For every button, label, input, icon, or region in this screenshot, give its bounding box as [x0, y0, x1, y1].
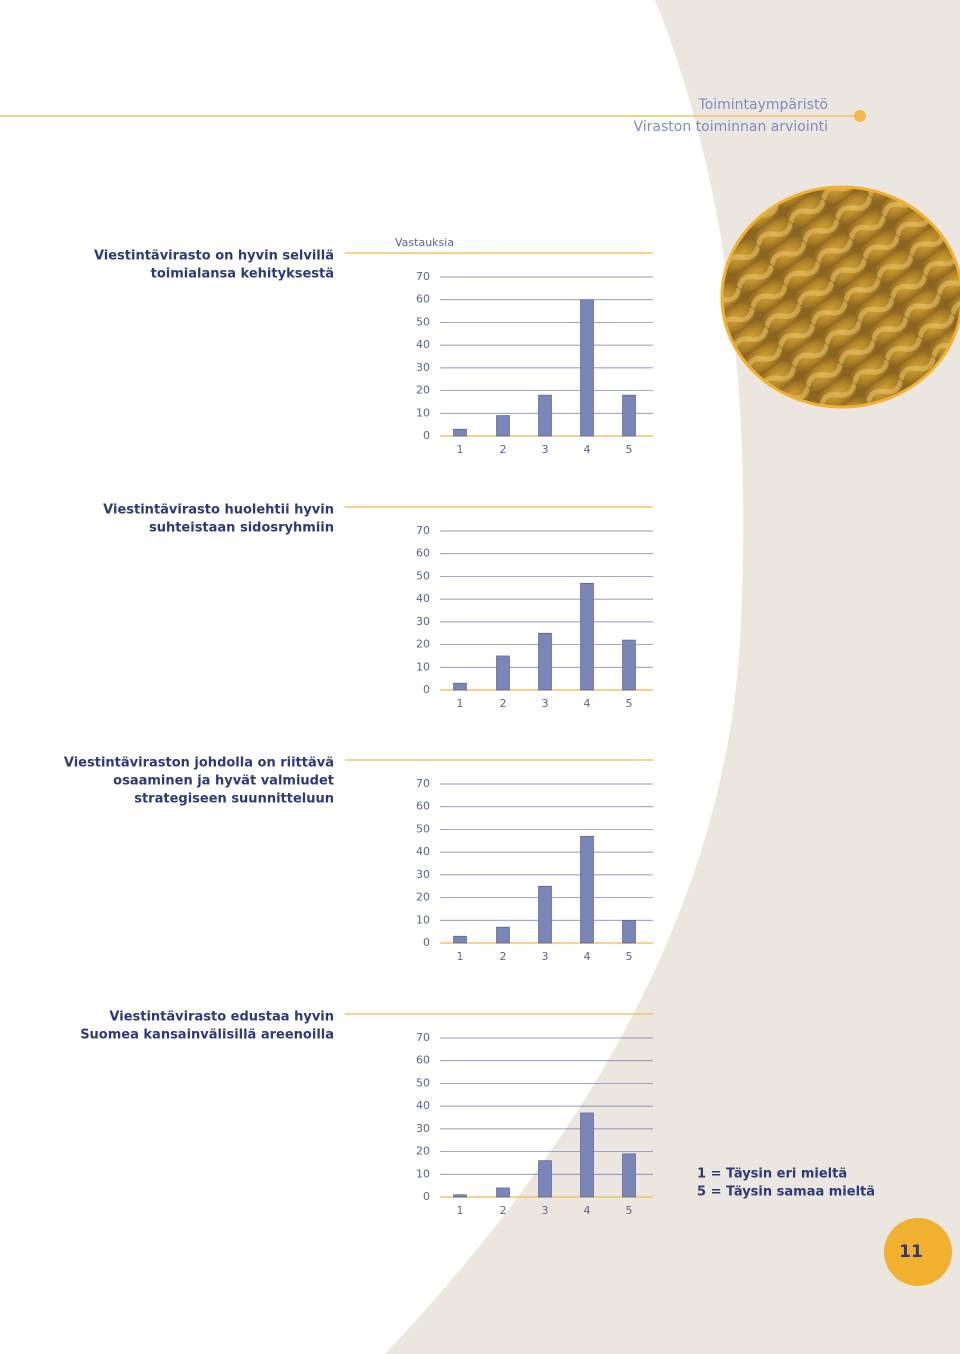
y-tick-label: 20 — [416, 1145, 430, 1158]
x-tick-label: 3 — [542, 443, 549, 456]
chart-title: Viestintävirasto edustaa hyvin — [109, 1010, 334, 1025]
chart-title: Viestintävirasto on hyvin selvillä — [94, 249, 334, 264]
legend-note: 1 = Täysin eri mieltä — [697, 1167, 847, 1182]
x-tick-label: 4 — [584, 443, 591, 456]
chart-title: toimialansa kehityksestä — [151, 267, 334, 282]
y-tick-label: 20 — [416, 891, 430, 904]
bar — [453, 1194, 467, 1198]
chart-title: strategiseen suunnitteluun — [134, 792, 334, 807]
bar — [622, 1153, 636, 1198]
x-tick-label: 5 — [626, 443, 633, 456]
y-tick-label: 30 — [416, 361, 430, 374]
bar — [622, 394, 636, 437]
page-number-badge — [884, 1218, 952, 1286]
y-tick-label: 10 — [416, 1167, 430, 1180]
x-tick-label: 3 — [542, 950, 549, 963]
bar — [538, 1160, 552, 1198]
y-tick-label: 50 — [416, 569, 430, 582]
x-tick-label: 1 — [457, 950, 464, 963]
y-tick-label: 60 — [416, 547, 430, 560]
y-tick-label: 40 — [416, 845, 430, 858]
y-tick-label: 40 — [416, 592, 430, 605]
photo-frame — [720, 185, 960, 409]
x-tick-label: 1 — [457, 1204, 464, 1217]
x-tick-label: 2 — [500, 443, 507, 456]
y-tick-label: 70 — [416, 270, 430, 283]
y-axis-label: Vastauksia — [395, 236, 454, 249]
y-tick-label: 10 — [416, 913, 430, 926]
y-tick-label: 10 — [416, 660, 430, 673]
y-tick-label: 70 — [416, 777, 430, 790]
chart-title: Viestintäviraston johdolla on riittävä — [64, 756, 334, 771]
x-tick-label: 3 — [542, 697, 549, 710]
y-tick-label: 30 — [416, 615, 430, 628]
x-tick-label: 4 — [584, 950, 591, 963]
chart-title: Viestintävirasto huolehtii hyvin — [103, 503, 334, 518]
header-subsection: Viraston toiminnan arviointi — [633, 119, 828, 135]
x-tick-label: 2 — [500, 950, 507, 963]
bar — [580, 299, 594, 437]
bar — [496, 926, 510, 944]
bar — [538, 885, 552, 944]
bar — [622, 919, 636, 944]
x-tick-label: 5 — [626, 950, 633, 963]
x-tick-label: 1 — [457, 697, 464, 710]
y-tick-label: 30 — [416, 1122, 430, 1135]
chart-title: osaaminen ja hyvät valmiudet — [113, 774, 334, 789]
y-tick-label: 0 — [423, 1190, 430, 1203]
bar — [453, 682, 467, 691]
y-tick-label: 60 — [416, 1054, 430, 1067]
y-tick-label: 0 — [423, 429, 430, 442]
bar — [538, 632, 552, 691]
bar — [496, 655, 510, 691]
y-tick-label: 30 — [416, 868, 430, 881]
bar — [580, 835, 594, 944]
chart-title: Suomea kansainvälisillä areenoilla — [80, 1028, 334, 1043]
bar — [580, 1112, 594, 1198]
bar — [453, 935, 467, 944]
header-dot — [854, 110, 866, 122]
y-tick-label: 50 — [416, 315, 430, 328]
y-tick-label: 50 — [416, 1076, 430, 1089]
y-tick-label: 60 — [416, 293, 430, 306]
bar — [622, 639, 636, 691]
x-tick-label: 3 — [542, 1204, 549, 1217]
x-tick-label: 5 — [626, 697, 633, 710]
y-tick-label: 60 — [416, 800, 430, 813]
bar — [453, 428, 467, 437]
y-tick-label: 10 — [416, 406, 430, 419]
header-section: Toimintaympäristö — [698, 97, 828, 113]
x-tick-label: 2 — [500, 697, 507, 710]
chart-title: suhteistaan sidosryhmiin — [149, 521, 334, 536]
y-tick-label: 40 — [416, 338, 430, 351]
y-tick-label: 20 — [416, 384, 430, 397]
bar — [538, 394, 552, 437]
x-tick-label: 5 — [626, 1204, 633, 1217]
y-tick-label: 40 — [416, 1099, 430, 1112]
legend-note: 5 = Täysin samaa mieltä — [697, 1185, 875, 1200]
y-tick-label: 20 — [416, 638, 430, 651]
y-tick-label: 70 — [416, 1031, 430, 1044]
x-tick-label: 4 — [584, 697, 591, 710]
y-tick-label: 0 — [423, 683, 430, 696]
y-tick-label: 70 — [416, 524, 430, 537]
bar — [496, 1187, 510, 1198]
bar — [580, 582, 594, 691]
x-tick-label: 4 — [584, 1204, 591, 1217]
x-tick-label: 2 — [500, 1204, 507, 1217]
y-tick-label: 0 — [423, 936, 430, 949]
bar — [496, 415, 510, 437]
y-tick-label: 50 — [416, 822, 430, 835]
page-number: 11 — [899, 1242, 923, 1262]
x-tick-label: 1 — [457, 443, 464, 456]
